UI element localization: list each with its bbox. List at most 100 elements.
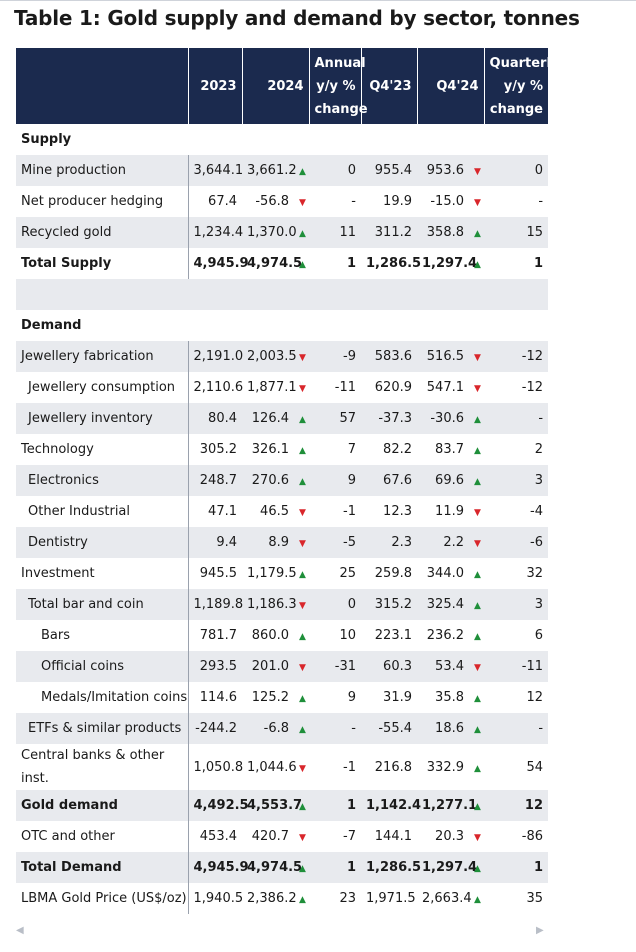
- trend-cell: ▼: [469, 651, 485, 682]
- value-q4-24: 358.8: [417, 217, 469, 248]
- value-q4-23: 12.3: [383, 504, 412, 519]
- arrow-up-icon: ▲: [474, 895, 481, 905]
- annual-change: -: [351, 194, 356, 209]
- header-quarterly-line2: y/y %: [503, 78, 544, 94]
- value-2024: 126.4: [242, 403, 294, 434]
- value-2023: 4,945.9: [187, 852, 249, 883]
- value-q4-23: 144.1: [374, 829, 412, 844]
- quarterly-change: -11: [484, 651, 549, 682]
- value-2023: -244.2: [187, 713, 242, 744]
- quarterly-change: 12: [526, 690, 544, 705]
- value-q4-24: 1,297.4: [422, 256, 478, 271]
- row-label: Investment: [21, 566, 95, 581]
- arrow-up-icon: ▲: [299, 446, 306, 456]
- arrow-down-icon: ▼: [474, 539, 481, 549]
- value-q4-23: 60.3: [361, 651, 417, 682]
- trend-cell: ▼: [469, 155, 485, 186]
- annual-change: 23: [339, 891, 356, 906]
- row-label: Dentistry: [16, 527, 188, 558]
- arrow-down-icon: ▼: [299, 198, 306, 208]
- quarterly-change: 15: [484, 217, 549, 248]
- trend-cell: ▲: [469, 682, 484, 713]
- value-q4-23: 1,142.4: [361, 790, 421, 821]
- arrow-down-icon: ▼: [299, 508, 306, 518]
- row-label: Total bar and coin: [16, 589, 188, 620]
- value-2023: 114.6: [187, 682, 242, 713]
- quarterly-change: 35: [526, 891, 544, 906]
- value-2023: 293.5: [187, 651, 242, 682]
- arrow-up-icon: ▲: [299, 570, 306, 580]
- value-2024: -6.8: [242, 713, 294, 744]
- arrow-down-icon: ▼: [299, 833, 306, 843]
- value-q4-24: 20.3: [435, 829, 464, 844]
- arrow-down-icon: ▼: [474, 198, 481, 208]
- table-row: Jewellery consumption 2,110.6 1,877.1 ▼ -11 6…: [16, 372, 548, 403]
- annual-change: 1: [309, 852, 361, 883]
- value-2023: 453.4: [187, 821, 242, 852]
- trend-cell: ▲: [294, 883, 309, 914]
- table-row: Jewellery fabrication 2,191.0 2,003.5 ▼ -9 58…: [16, 341, 549, 372]
- value-q4-24: 516.5: [417, 341, 469, 372]
- value-2023: 1,189.8: [187, 589, 243, 620]
- trend-cell: ▲: [469, 852, 485, 883]
- row-label: Official coins: [16, 651, 188, 682]
- header-2023: 2023: [187, 48, 242, 124]
- trend-cell: ▼: [294, 744, 309, 790]
- quarterly-change: -4: [530, 504, 544, 519]
- table-row: Gold demand 4,492.5 4,553.7 ▲ 1 1,142.4 1,277.…: [16, 790, 549, 821]
- arrow-down-icon: ▼: [474, 384, 481, 394]
- header-quarterly-change: Quarterly y/y % change: [483, 48, 559, 124]
- value-2024: 3,661.2: [242, 155, 297, 186]
- value-q4-23: 82.2: [383, 442, 412, 457]
- value-2024: 201.0: [242, 651, 294, 682]
- quarterly-change: 2: [534, 442, 544, 457]
- top-border: [0, 0, 636, 1]
- value-q4-24: -15.0: [430, 194, 464, 209]
- value-2023: 47.1: [187, 496, 242, 527]
- value-2024: 4,974.5: [242, 852, 302, 883]
- header-q4-23: Q4'23: [360, 48, 417, 124]
- trend-cell: ▲: [469, 248, 484, 279]
- annual-change: 0: [309, 155, 361, 186]
- trend-cell: ▲: [294, 434, 309, 465]
- value-2024: 2,386.2: [247, 891, 297, 906]
- trend-cell: ▼: [469, 527, 485, 558]
- trend-cell: ▲: [469, 589, 485, 620]
- row-label: Other Industrial: [28, 504, 131, 519]
- scroll-left-arrow-icon[interactable]: ◀: [16, 925, 24, 936]
- annual-change: -1: [343, 759, 356, 775]
- value-2024: 270.6: [242, 465, 294, 496]
- quarterly-change: -6: [484, 527, 549, 558]
- annual-change: 9: [309, 465, 361, 496]
- arrow-down-icon: ▼: [299, 763, 306, 774]
- arrow-up-icon: ▲: [299, 415, 306, 425]
- annual-change: -9: [309, 341, 361, 372]
- arrow-up-icon: ▲: [299, 694, 306, 704]
- annual-change: 57: [309, 403, 361, 434]
- table-row: Medals/Imitation coins 114.6 125.2 ▲ 9 31.9 35…: [16, 682, 548, 713]
- spacer-cell: [16, 279, 549, 310]
- value-q4-24: -30.6: [417, 403, 469, 434]
- value-2024: 860.0: [251, 628, 289, 643]
- table-row: Jewellery inventory 80.4 126.4 ▲ 57 -37.3 -30.…: [16, 403, 549, 434]
- row-label: Total Demand: [16, 852, 188, 883]
- table-row: Total Demand 4,945.9 4,974.5 ▲ 1 1,286.5 1,297…: [16, 852, 549, 883]
- value-2023: 2,191.0: [187, 341, 243, 372]
- value-2024: 1,179.5: [247, 566, 297, 581]
- scroll-right-arrow-icon[interactable]: ▶: [536, 925, 544, 936]
- trend-cell: ▼: [294, 651, 309, 682]
- value-2023: 2,110.6: [187, 372, 243, 403]
- value-q4-23: 583.6: [361, 341, 417, 372]
- row-label: Central banks & other inst.: [21, 748, 165, 786]
- value-2024: 46.5: [260, 504, 289, 519]
- table-row: Other Industrial 47.1 46.5 ▼ -1 12.3 11.9 ▼ -4: [16, 496, 548, 527]
- table-body: Supply Mine production 3,644.1 3,661.2 ▲ 0 955…: [16, 124, 549, 914]
- section-row: Demand: [16, 310, 548, 341]
- quarterly-change: -12: [521, 380, 544, 395]
- annual-change: -11: [334, 380, 356, 395]
- annual-change: 0: [309, 589, 361, 620]
- table-row: ETFs & similar products -244.2 -6.8 ▲ - -55.4…: [16, 713, 549, 744]
- row-label: Mine production: [16, 155, 188, 186]
- trend-cell: ▲: [469, 744, 484, 790]
- value-q4-23: 1,286.5: [366, 256, 422, 271]
